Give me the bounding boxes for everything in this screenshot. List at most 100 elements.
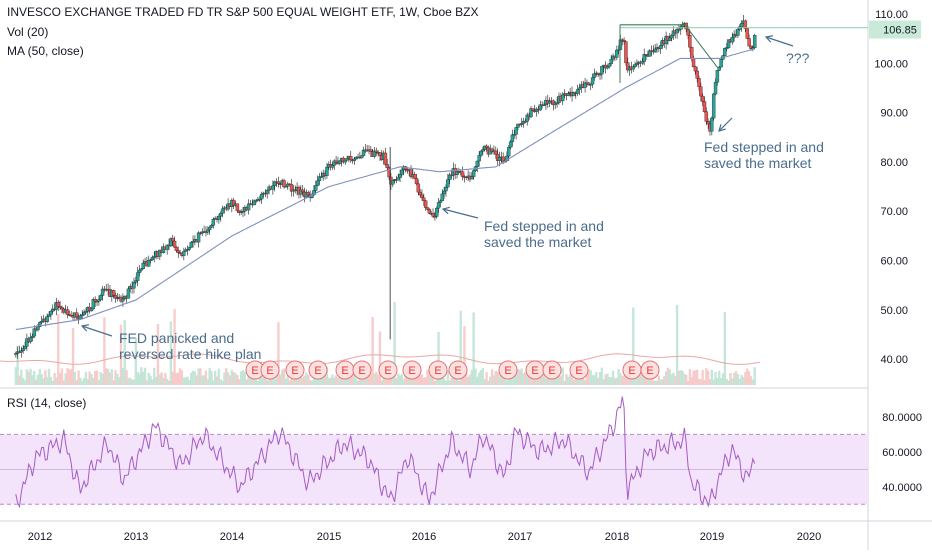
volume-bar — [424, 377, 427, 385]
candle-up — [391, 180, 395, 185]
candle-up — [284, 186, 288, 188]
candle-up — [607, 63, 612, 67]
candle-up — [538, 104, 543, 111]
volume-bar — [226, 372, 230, 385]
candle-up — [592, 73, 597, 78]
candle-up — [631, 66, 635, 70]
volume-bar — [587, 369, 591, 385]
volume-bar — [613, 378, 617, 385]
candle-up — [725, 47, 729, 49]
volume-bar — [117, 377, 121, 385]
volume-bar — [470, 370, 474, 385]
candle-up — [710, 117, 714, 132]
volume-bar — [14, 367, 18, 385]
earnings-marker — [285, 360, 305, 380]
time-tick-label: 2015 — [317, 531, 341, 543]
volume-bar — [550, 374, 553, 385]
volume-bar — [729, 373, 732, 385]
candle-up — [252, 200, 256, 206]
volume-bar — [53, 372, 56, 385]
candle-up — [514, 127, 518, 135]
volume-bar — [158, 374, 162, 385]
volume-bar — [49, 376, 53, 385]
volume-bar — [114, 370, 117, 385]
volume-bar — [290, 378, 293, 385]
candle-up — [726, 39, 731, 48]
earnings-label: E — [341, 365, 348, 377]
candle-up — [583, 82, 587, 88]
volume-bar — [413, 377, 416, 385]
volume-bar — [156, 324, 160, 385]
volume-bar — [632, 307, 635, 385]
candle-down — [334, 160, 338, 163]
candle-down — [704, 111, 709, 122]
volume-bar — [578, 378, 581, 385]
volume-bar — [106, 368, 110, 385]
volume-bar — [212, 380, 215, 385]
volume-bar — [411, 376, 415, 385]
volume-bar — [364, 374, 367, 385]
volume-bar — [297, 375, 301, 385]
volume-bar — [210, 371, 213, 385]
candle-up — [121, 298, 125, 302]
volume-bar — [734, 371, 738, 385]
volume-bar — [624, 376, 628, 385]
volume-bar — [409, 374, 413, 385]
candle-up — [134, 280, 138, 283]
arrow-fed-2018 — [718, 117, 733, 132]
volume-bar — [165, 378, 169, 385]
volume-bar — [561, 367, 564, 385]
candle-up — [475, 160, 480, 167]
volume-bar — [116, 373, 119, 385]
last-price-tag — [869, 20, 921, 39]
annotation-fed-2016-line2: saved the market — [484, 234, 591, 250]
volume-bar — [79, 377, 82, 385]
earnings-label: E — [384, 365, 391, 377]
volume-bar — [51, 380, 54, 385]
volume-bar — [140, 367, 143, 385]
candle-up — [730, 36, 735, 43]
candle-up — [187, 246, 192, 250]
candle-up — [132, 282, 136, 289]
volume-bar — [406, 372, 409, 385]
volume-bar — [738, 378, 741, 385]
earnings-label: E — [628, 365, 635, 377]
candle-down — [706, 121, 710, 125]
volume-bar — [672, 372, 675, 385]
volume-bar — [591, 374, 594, 385]
volume-bar — [539, 374, 542, 385]
volume-bar — [110, 369, 114, 385]
candle-down — [414, 178, 419, 185]
volume-bar — [716, 378, 719, 385]
volume-bar — [442, 377, 446, 385]
volume-bar — [498, 372, 501, 385]
volume-bar — [544, 378, 548, 385]
candle-down — [531, 108, 535, 111]
volume-bar — [723, 311, 727, 385]
candle-up — [555, 102, 559, 105]
candle-down — [749, 45, 753, 49]
arrow-fed-panicked-head — [80, 324, 89, 332]
annotation-fed-2018-line2: saved the market — [704, 155, 811, 171]
volume-bar — [27, 371, 30, 385]
volume-bar — [428, 373, 431, 385]
volume-bar — [386, 380, 389, 385]
volume-bar — [58, 372, 62, 385]
volume-bar — [136, 371, 139, 385]
volume-bar — [201, 375, 204, 385]
candle-up — [137, 269, 142, 273]
volume-bar — [555, 377, 559, 385]
volume-bar — [132, 379, 136, 385]
candle-up — [575, 89, 580, 94]
volume-bar — [559, 375, 563, 385]
volume-bar — [468, 374, 472, 385]
volume-bar — [727, 380, 730, 385]
volume-bar — [595, 372, 598, 385]
candle-up — [435, 207, 439, 217]
volume-bar — [127, 377, 130, 385]
volume-bar — [195, 375, 198, 385]
volume-legend: Vol (20) — [7, 25, 49, 39]
earnings-label: E — [266, 365, 273, 377]
volume-bar — [705, 368, 708, 385]
